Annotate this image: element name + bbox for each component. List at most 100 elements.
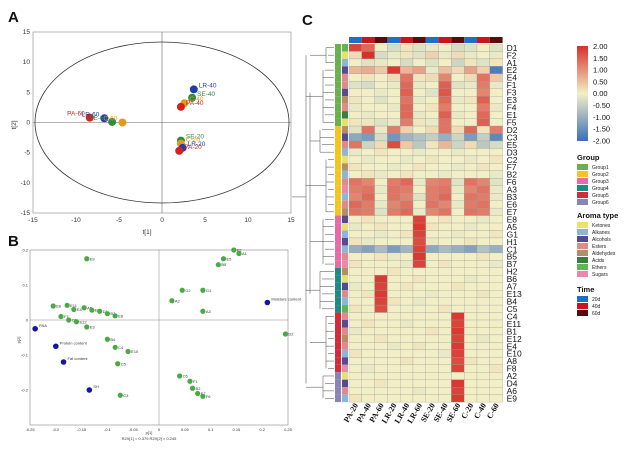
heatmap-cell	[489, 379, 503, 388]
heatmap-cell	[425, 88, 439, 97]
plot-b-ytick: -0.1	[21, 353, 29, 358]
heatmap-cell	[387, 282, 401, 291]
heatmap-cell	[348, 170, 362, 179]
heatmap-cell	[476, 185, 490, 194]
heatmap-cell	[361, 342, 375, 351]
heatmap-cell	[374, 237, 388, 246]
heatmap-cell	[476, 215, 490, 224]
heatmap-cell	[489, 58, 503, 67]
heatmap-cell	[464, 178, 478, 186]
heatmap-cell	[489, 267, 503, 276]
heatmap-cell	[348, 51, 362, 60]
heatmap-group-bar-cell	[335, 379, 341, 388]
heatmap-cell	[425, 118, 439, 127]
heatmap-cell	[412, 304, 426, 313]
heatmap-cell	[412, 43, 426, 52]
heatmap-cell	[412, 290, 426, 298]
plot-a-ytick: -15	[21, 210, 31, 217]
heatmap-group-bar-cell	[335, 282, 341, 291]
heatmap-cell	[476, 133, 490, 142]
plot-b-xtick: -0.05	[129, 427, 139, 432]
plot-b-variable-point	[84, 256, 90, 262]
heatmap-row-label: A6	[507, 386, 518, 396]
heatmap-cell	[489, 207, 503, 216]
heatmap-cell	[451, 290, 465, 298]
heatmap-cell	[348, 215, 362, 224]
plot-b-variable-point	[169, 298, 175, 304]
heatmap-cell	[489, 103, 503, 112]
plot-b-variable-label: B4	[110, 337, 116, 342]
heatmap-cell	[412, 66, 426, 74]
heatmap-cell	[412, 349, 426, 358]
plot-b-variable-point	[200, 393, 206, 399]
plot-b-xtick: -0.2	[52, 427, 60, 432]
plot-a-xtick: -10	[71, 217, 81, 224]
heatmap-legend-item: Acids	[592, 258, 605, 264]
heatmap-cell	[464, 58, 478, 67]
plot-b-response-point	[32, 325, 38, 332]
heatmap-cell	[464, 66, 478, 74]
heatmap-cell	[348, 96, 362, 104]
heatmap-cell	[425, 379, 439, 388]
heatmap-cell	[412, 319, 426, 328]
heatmap-cell	[464, 148, 478, 157]
heatmap-cell	[476, 140, 490, 149]
heatmap-column-label: C-40	[472, 402, 488, 421]
heatmap-row-label: F5	[507, 117, 517, 127]
heatmap-cell	[464, 290, 478, 298]
heatmap-cell	[489, 193, 503, 201]
heatmap-cell	[387, 304, 401, 313]
heatmap-cell	[400, 200, 414, 209]
heatmap-legend-item: 20d	[592, 297, 601, 303]
heatmap-cell	[476, 110, 490, 119]
heatmap-row-label: A5	[507, 222, 518, 232]
heatmap-cell	[464, 110, 478, 119]
heatmap-cell	[412, 118, 426, 127]
heatmap-cell	[387, 185, 401, 194]
heatmap-cell	[400, 222, 414, 231]
heatmap-group-bar-cell	[335, 305, 341, 313]
heatmap-group-bar-cell	[335, 342, 341, 350]
heatmap-cell	[425, 349, 439, 358]
heatmap-cell	[387, 290, 401, 298]
heatmap-cell	[438, 275, 452, 283]
plot-a-point	[188, 93, 197, 102]
heatmap-cell	[438, 230, 452, 239]
heatmap-type-bar-cell	[342, 73, 348, 82]
heatmap-group-bar-cell	[335, 215, 341, 224]
heatmap-cell	[374, 297, 388, 306]
plot-b-variable-label: E6	[56, 304, 62, 309]
heatmap-type-bar-cell	[342, 290, 348, 298]
heatmap-row-label: A3	[507, 185, 518, 195]
heatmap-group-bar-cell	[335, 297, 341, 306]
heatmap-cell	[412, 282, 426, 291]
heatmap-cell	[476, 342, 490, 351]
heatmap-cell	[476, 319, 490, 328]
heatmap-legend-item: Esters	[592, 244, 607, 250]
heatmap-cell	[451, 51, 465, 60]
heatmap-cell	[451, 260, 465, 268]
heatmap-time-bar-cell	[349, 37, 362, 43]
heatmap-cell	[348, 237, 362, 246]
heatmap-cell	[400, 319, 414, 328]
heatmap-cell	[464, 252, 478, 261]
heatmap-cell	[489, 43, 503, 52]
heatmap-cell	[425, 73, 439, 82]
plot-b-ytick: 0.2	[22, 248, 28, 253]
plot-a-xtick: -15	[28, 217, 38, 224]
heatmap-cell	[361, 207, 375, 216]
plot-b-xtick: 0.15	[233, 427, 242, 432]
heatmap-cell	[451, 170, 465, 179]
heatmap-cell	[374, 282, 388, 291]
plot-a-ytick: 0	[26, 120, 30, 127]
heatmap-cell	[361, 193, 375, 201]
plot-b-variable-label: E11	[70, 303, 78, 308]
heatmap-cell	[387, 319, 401, 328]
heatmap-cell	[387, 275, 401, 283]
heatmap-type-bar-cell	[342, 394, 348, 403]
heatmap-cell	[361, 103, 375, 112]
heatmap-cell	[489, 342, 503, 351]
heatmap-group-bar-cell	[335, 327, 341, 335]
plot-b-response-label: Moisture content	[271, 297, 301, 302]
heatmap-cell	[438, 185, 452, 194]
